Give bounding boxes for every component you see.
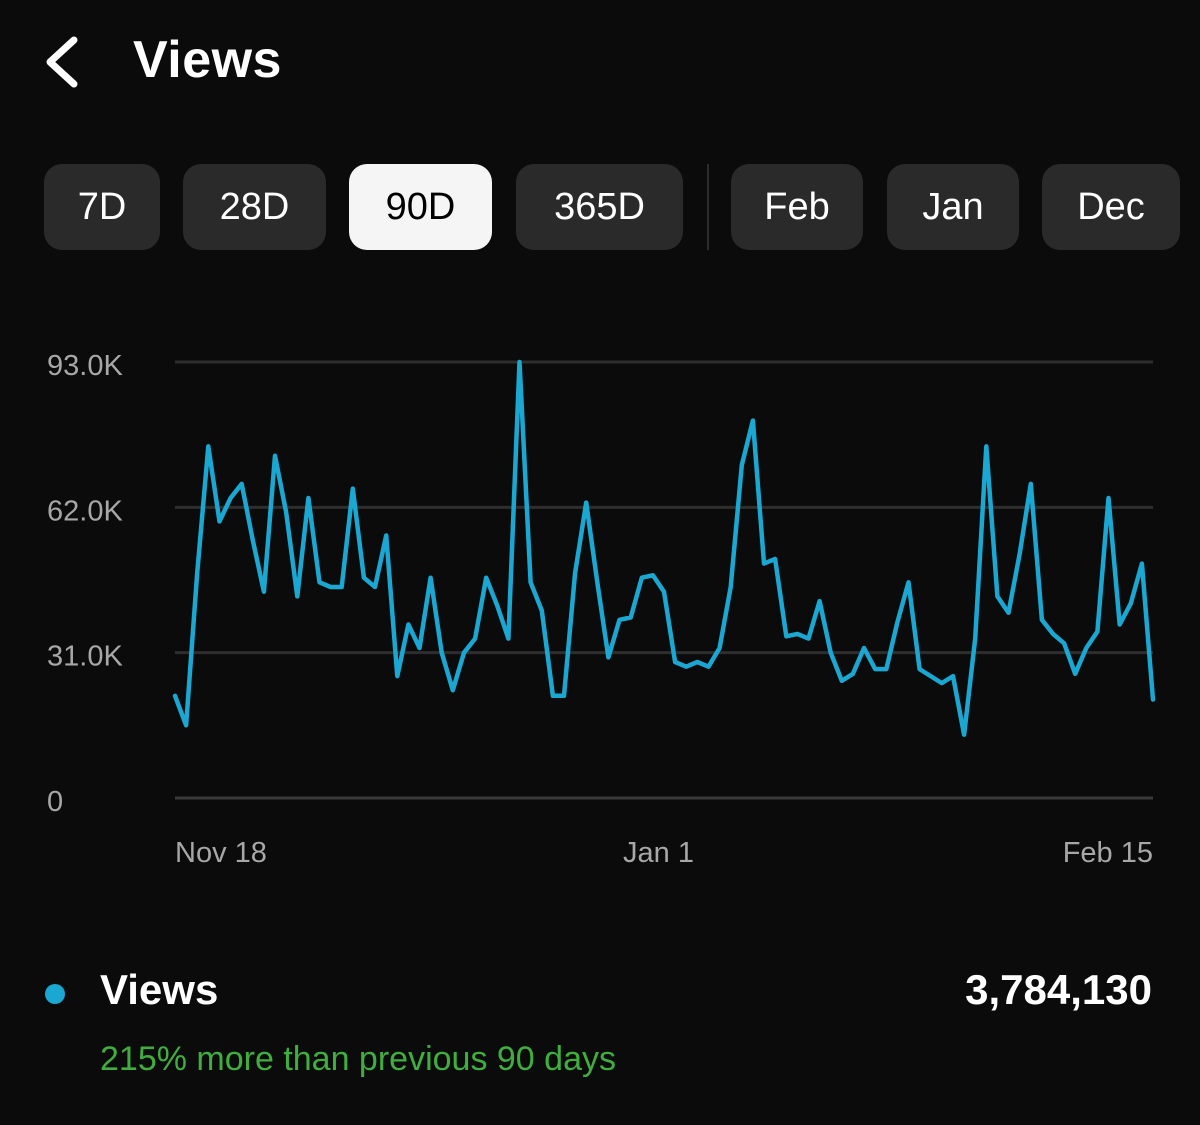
period-selector: 7D 28D 90D 365D Feb Jan Dec	[0, 164, 1200, 252]
y-tick-label: 62.0K	[47, 495, 123, 527]
chip-28d[interactable]: 28D	[183, 164, 326, 250]
chip-jan[interactable]: Jan	[887, 164, 1019, 250]
header: Views	[0, 0, 1200, 130]
chip-dec[interactable]: Dec	[1042, 164, 1180, 250]
x-tick-label: Feb 15	[1063, 837, 1153, 869]
legend-dot	[45, 984, 65, 1004]
chip-365d[interactable]: 365D	[516, 164, 683, 250]
y-tick-label: 31.0K	[47, 641, 123, 673]
chip-feb[interactable]: Feb	[731, 164, 863, 250]
back-button[interactable]	[40, 32, 90, 92]
y-tick-label: 93.0K	[47, 350, 123, 382]
x-tick-label: Jan 1	[623, 837, 694, 869]
series-line-views	[172, 359, 1156, 737]
chip-divider	[707, 164, 709, 250]
legend-label: Views	[100, 966, 219, 1013]
x-tick-label: Nov 18	[175, 837, 267, 869]
comparison-text: 215% more than previous 90 days	[100, 1040, 616, 1078]
total-views: 3,784,130	[965, 966, 1152, 1013]
chevron-left-icon	[46, 36, 78, 88]
y-tick-label: 0	[47, 786, 63, 818]
page-title: Views	[133, 31, 282, 89]
chip-7d[interactable]: 7D	[44, 164, 160, 250]
chip-90d[interactable]: 90D	[349, 164, 492, 250]
views-line-chart: 93.0K 62.0K 31.0K 0 Nov 18 Jan 1 Feb 15	[47, 350, 1156, 869]
